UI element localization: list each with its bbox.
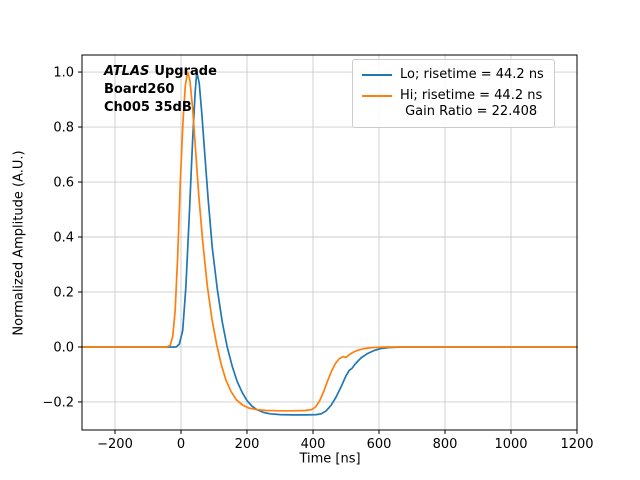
x-axis-label: Time [ns] xyxy=(299,451,361,467)
legend-label-gain-ratio: Gain Ratio = 22.408 xyxy=(405,104,538,119)
x-tick-label: 600 xyxy=(367,437,392,452)
series-line-hi xyxy=(81,71,578,412)
plot-annotation: ATLAS Upgrade Board260 Ch005 35dB xyxy=(104,63,217,117)
x-tick-label: 0 xyxy=(177,437,185,452)
legend: Lo; risetime = 44.2 ns Hi; risetime = 44… xyxy=(352,59,555,128)
y-tick-label: 1.0 xyxy=(53,66,74,81)
y-tick-label: 0.2 xyxy=(53,285,74,300)
x-tick-label: 1000 xyxy=(494,437,527,452)
x-tick-label: 200 xyxy=(235,437,260,452)
y-tick-label: 0.4 xyxy=(53,231,74,246)
x-tick-label: −200 xyxy=(97,437,133,452)
legend-entry-lo: Lo; risetime = 44.2 ns xyxy=(362,67,544,83)
annotation-line-1: ATLAS Upgrade xyxy=(104,63,217,81)
x-tick-label: 400 xyxy=(301,437,326,452)
legend-label-lo: Lo; risetime = 44.2 ns xyxy=(400,67,544,82)
legend-label-hi-block: Hi; risetime = 44.2 ns Gain Ratio = 22.4… xyxy=(400,88,542,120)
axes-spines xyxy=(81,54,578,431)
annotation-line-2: Board260 xyxy=(104,82,175,97)
annotation-line-3: Ch005 35dB xyxy=(104,100,192,115)
x-tick-label: 800 xyxy=(433,437,458,452)
legend-line-sample-lo xyxy=(362,74,392,76)
y-tick-label: 0.0 xyxy=(53,340,74,355)
y-tick-label: 0.8 xyxy=(53,121,74,136)
annotation-atlas: ATLAS xyxy=(104,64,150,79)
x-tick-label: 1200 xyxy=(560,437,593,452)
y-tick-label: −0.2 xyxy=(42,395,74,410)
legend-label-hi: Hi; risetime = 44.2 ns xyxy=(400,88,543,103)
legend-line-sample-hi xyxy=(362,95,392,97)
y-axis-label: Normalized Amplitude (A.U.) xyxy=(11,150,27,336)
legend-entry-hi: Hi; risetime = 44.2 ns Gain Ratio = 22.4… xyxy=(362,88,544,120)
annotation-upgrade: Upgrade xyxy=(154,64,217,79)
y-tick-label: 0.6 xyxy=(53,176,74,191)
